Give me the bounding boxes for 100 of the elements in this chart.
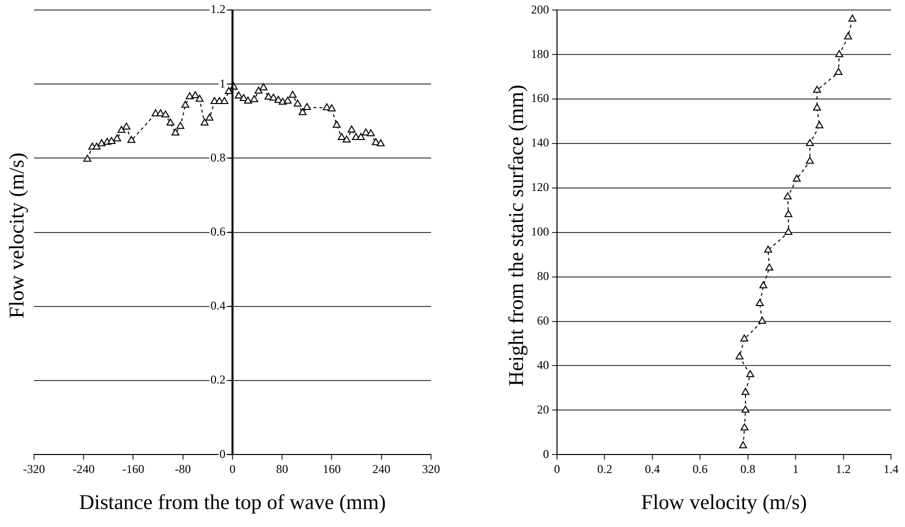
point bbox=[742, 388, 750, 395]
point bbox=[260, 83, 268, 90]
x-tick-label: 240 bbox=[372, 462, 390, 476]
point bbox=[196, 94, 204, 102]
point bbox=[162, 110, 170, 118]
y-tick-label: 80 bbox=[537, 268, 549, 283]
point bbox=[200, 118, 209, 126]
point bbox=[122, 122, 130, 130]
point bbox=[171, 128, 180, 136]
y-tick-label: 140 bbox=[531, 136, 549, 150]
point bbox=[356, 132, 365, 140]
point bbox=[294, 100, 302, 107]
point bbox=[298, 108, 307, 116]
y-tick-label: 0 bbox=[220, 446, 226, 461]
x-tick-label: 1.2 bbox=[836, 462, 851, 476]
point bbox=[366, 129, 375, 136]
y-tick-label: 0.8 bbox=[210, 150, 226, 164]
point bbox=[92, 142, 101, 150]
x-tick-label: 0.2 bbox=[597, 462, 612, 476]
point bbox=[234, 91, 243, 98]
point bbox=[806, 156, 814, 164]
point bbox=[813, 86, 822, 93]
point bbox=[792, 174, 801, 182]
point bbox=[784, 210, 792, 218]
x-tick-label: -240 bbox=[72, 462, 95, 476]
point bbox=[742, 406, 750, 413]
x-tick-label: 320 bbox=[422, 462, 440, 476]
point bbox=[191, 91, 200, 98]
y-tick-label: 40 bbox=[537, 358, 549, 372]
y-tick-label: 20 bbox=[537, 402, 549, 416]
x-tick-label: -80 bbox=[174, 462, 191, 476]
point bbox=[342, 136, 351, 143]
x-tick-label: -320 bbox=[23, 462, 45, 476]
y-tick-label: 100 bbox=[531, 224, 549, 239]
y-axis-title: Height from the static surface (mm) bbox=[504, 84, 530, 386]
point bbox=[784, 228, 792, 235]
point bbox=[269, 94, 278, 101]
point bbox=[784, 192, 792, 200]
point bbox=[834, 68, 842, 75]
point bbox=[848, 14, 856, 22]
point bbox=[815, 121, 824, 128]
point bbox=[765, 263, 774, 270]
point bbox=[746, 370, 754, 378]
x-tick-label: 160 bbox=[322, 462, 341, 476]
point bbox=[220, 97, 228, 104]
x-tick-label: -160 bbox=[122, 462, 144, 476]
point bbox=[739, 441, 748, 448]
y-tick-label: 200 bbox=[531, 2, 549, 16]
point bbox=[740, 334, 748, 342]
y-tick-label: 0 bbox=[543, 446, 549, 461]
point bbox=[332, 120, 341, 128]
point bbox=[108, 137, 116, 144]
point bbox=[181, 100, 190, 108]
x-tick-label: 1.4 bbox=[884, 462, 898, 476]
point bbox=[759, 281, 768, 288]
point bbox=[83, 154, 92, 162]
point bbox=[176, 122, 184, 129]
point bbox=[284, 96, 292, 104]
point bbox=[288, 90, 297, 98]
y-axis-title: Flow velocity (m/s) bbox=[4, 152, 30, 318]
point bbox=[166, 118, 174, 126]
y-tick-label: 0.4 bbox=[210, 298, 226, 313]
point bbox=[244, 96, 252, 104]
point bbox=[835, 50, 844, 58]
point bbox=[806, 139, 814, 146]
point bbox=[764, 246, 772, 253]
point bbox=[740, 423, 748, 430]
x-tick-label: 0.6 bbox=[692, 462, 708, 476]
point bbox=[736, 352, 744, 360]
y-tick-label: 1 bbox=[220, 76, 226, 90]
x-axis-title: Flow velocity (m/s) bbox=[640, 490, 808, 515]
x-tick-label: 0 bbox=[230, 462, 236, 476]
x-tick-label: 0.8 bbox=[740, 462, 756, 476]
point bbox=[348, 126, 356, 133]
y-tick-label: 180 bbox=[531, 46, 549, 61]
y-tick-label: 1.2 bbox=[210, 2, 226, 16]
y-tick-label: 160 bbox=[531, 91, 549, 106]
point bbox=[127, 136, 136, 143]
point bbox=[756, 299, 764, 306]
x-tick-label: 0.4 bbox=[644, 462, 660, 476]
x-axis-title: Distance from the top of wave (mm) bbox=[78, 490, 387, 515]
point bbox=[844, 32, 852, 40]
x-tick-label: 0 bbox=[554, 462, 560, 476]
point bbox=[118, 126, 126, 133]
point bbox=[302, 102, 311, 110]
point bbox=[98, 139, 106, 146]
point bbox=[113, 134, 122, 142]
point bbox=[338, 132, 346, 140]
point bbox=[813, 103, 822, 110]
point bbox=[206, 114, 214, 121]
point bbox=[278, 98, 287, 105]
x-tick-label: 80 bbox=[276, 462, 288, 476]
y-tick-label: 60 bbox=[537, 313, 549, 328]
point bbox=[250, 95, 258, 102]
point bbox=[254, 86, 263, 94]
point bbox=[758, 316, 766, 324]
x-tick-label: 1 bbox=[792, 462, 799, 476]
y-tick-label: 120 bbox=[531, 180, 549, 194]
point bbox=[328, 104, 336, 112]
y-tick-label: 0.6 bbox=[210, 224, 226, 238]
